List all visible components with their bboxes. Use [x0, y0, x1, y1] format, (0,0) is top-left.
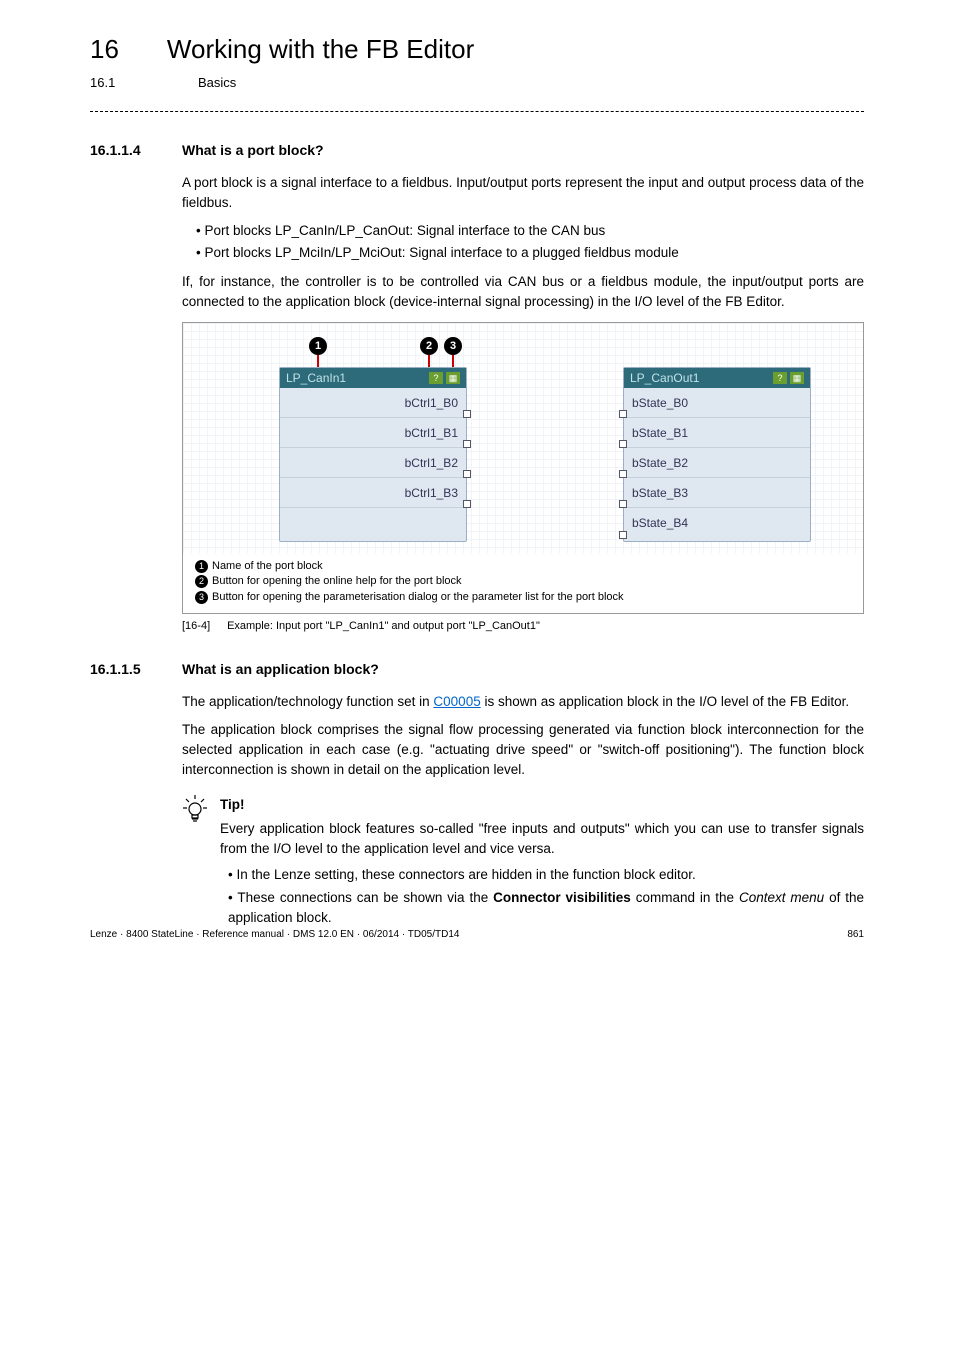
figure-legend: 1Name of the port block 2Button for open…	[183, 553, 863, 605]
port-block-titlebar: LP_CanOut1 ? ▦	[624, 368, 810, 388]
port-row: bCtrl1_B3	[280, 478, 466, 508]
input-pin	[619, 410, 627, 418]
subsection-heading: 16.1.1.4 What is a port block?	[90, 140, 864, 161]
bullet-item: Port blocks LP_MciIn/LP_MciOut: Signal i…	[196, 243, 864, 263]
legend-text: Name of the port block	[212, 560, 323, 572]
port-row: bState_B0	[624, 388, 810, 418]
link-c00005[interactable]: C00005	[433, 694, 480, 709]
page-footer: Lenze · 8400 StateLine · Reference manua…	[90, 927, 864, 942]
output-pin	[463, 440, 471, 448]
port-row: bState_B4	[624, 508, 810, 538]
fb-editor-screenshot: 1 2 3 LP_CanIn1 ? ▦ bCtrl1_B0 bCtrl1_B1 …	[183, 323, 863, 553]
port-row: bCtrl1_B1	[280, 418, 466, 448]
output-pin	[463, 470, 471, 478]
port-block-name: LP_CanIn1	[286, 369, 346, 387]
callout-number: 2	[420, 337, 438, 355]
figure-caption: [16-4] Example: Input port "LP_CanIn1" a…	[182, 618, 864, 635]
legend-text: Button for opening the parameterisation …	[212, 591, 624, 603]
tip-icon	[182, 795, 208, 831]
callout-number: 1	[309, 337, 327, 355]
subsection-title: What is an application block?	[182, 659, 379, 680]
subsection-number: 16.1.1.4	[90, 140, 150, 161]
help-icon[interactable]: ?	[773, 372, 787, 384]
paragraph: If, for instance, the controller is to b…	[182, 272, 864, 313]
tip-paragraph: Every application block features so-call…	[220, 819, 864, 860]
tip-bullet: In the Lenze setting, these connectors a…	[228, 865, 864, 885]
footer-left: Lenze · 8400 StateLine · Reference manua…	[90, 927, 459, 942]
page-header: 16 Working with the FB Editor 16.1 Basic…	[90, 30, 864, 93]
figure-box: 1 2 3 LP_CanIn1 ? ▦ bCtrl1_B0 bCtrl1_B1 …	[182, 322, 864, 614]
input-pin	[619, 531, 627, 539]
tip-title: Tip!	[220, 795, 864, 815]
bullet-item: Port blocks LP_CanIn/LP_CanOut: Signal i…	[196, 221, 864, 241]
output-pin	[463, 410, 471, 418]
help-icon[interactable]: ?	[429, 372, 443, 384]
port-block-titlebar: LP_CanIn1 ? ▦	[280, 368, 466, 388]
port-row: bState_B1	[624, 418, 810, 448]
port-row: bState_B3	[624, 478, 810, 508]
input-pin	[619, 440, 627, 448]
subsection-heading: 16.1.1.5 What is an application block?	[90, 659, 864, 680]
tip-bullet: These connections can be shown via the C…	[228, 888, 864, 929]
params-icon[interactable]: ▦	[790, 372, 804, 384]
divider	[90, 111, 864, 112]
section-number: 16.1	[90, 73, 150, 93]
figure-number: [16-4]	[182, 618, 224, 635]
body-text: The application/technology function set …	[182, 692, 864, 781]
chapter-number: 16	[90, 30, 119, 69]
port-block-output: LP_CanOut1 ? ▦ bState_B0 bState_B1 bStat…	[623, 367, 811, 542]
port-row: bCtrl1_B2	[280, 448, 466, 478]
input-pin	[619, 500, 627, 508]
chapter-title: Working with the FB Editor	[167, 30, 474, 69]
port-row: bState_B2	[624, 448, 810, 478]
output-pin	[463, 500, 471, 508]
paragraph: A port block is a signal interface to a …	[182, 173, 864, 214]
subsection-number: 16.1.1.5	[90, 659, 150, 680]
tip-block: Tip! Every application block features so…	[182, 795, 864, 931]
paragraph: The application/technology function set …	[182, 692, 864, 712]
input-pin	[619, 470, 627, 478]
legend-text: Button for opening the online help for t…	[212, 575, 462, 587]
figure-caption-text: Example: Input port "LP_CanIn1" and outp…	[227, 620, 540, 632]
callout-number: 3	[444, 337, 462, 355]
port-block-name: LP_CanOut1	[630, 369, 699, 387]
page-number: 861	[847, 927, 864, 942]
port-row: bCtrl1_B0	[280, 388, 466, 418]
subsection-title: What is a port block?	[182, 140, 324, 161]
section-title: Basics	[198, 73, 236, 93]
port-block-input: LP_CanIn1 ? ▦ bCtrl1_B0 bCtrl1_B1 bCtrl1…	[279, 367, 467, 542]
params-icon[interactable]: ▦	[446, 372, 460, 384]
body-text: A port block is a signal interface to a …	[182, 173, 864, 313]
paragraph: The application block comprises the sign…	[182, 720, 864, 781]
